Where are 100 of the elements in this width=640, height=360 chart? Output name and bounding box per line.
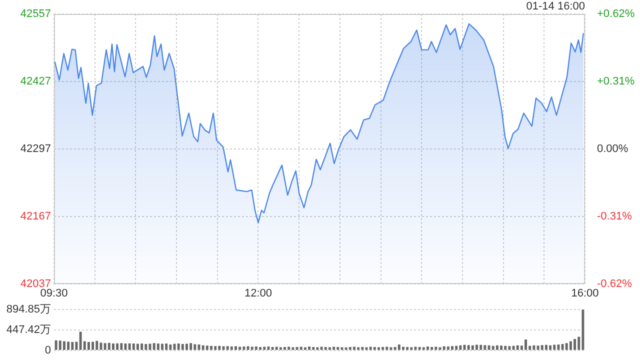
bar	[67, 342, 70, 350]
bar	[382, 346, 384, 350]
bar	[369, 346, 372, 350]
bar	[75, 342, 78, 350]
bar	[156, 344, 160, 350]
bar	[116, 343, 119, 350]
bar	[230, 346, 233, 350]
bar	[271, 346, 274, 350]
bar	[496, 345, 498, 350]
y2-tick-label: +0.62%	[597, 8, 635, 20]
bar	[500, 346, 502, 350]
bar	[194, 344, 196, 350]
bar	[177, 344, 180, 350]
bar	[438, 347, 442, 350]
bar	[352, 346, 356, 350]
bar	[504, 346, 507, 350]
bar	[71, 342, 74, 350]
bar	[536, 346, 540, 350]
bar	[516, 345, 519, 350]
y2-tick-label: -0.62%	[597, 278, 632, 290]
bar	[320, 346, 323, 350]
bar	[553, 344, 556, 350]
y-tick-label: 42037	[20, 278, 51, 290]
y2-tick-label: 0.00%	[597, 143, 628, 156]
bar	[344, 347, 348, 350]
bar	[152, 343, 156, 350]
bar	[442, 346, 446, 350]
bar	[308, 346, 311, 350]
bar	[144, 344, 148, 350]
bar	[332, 346, 336, 350]
y-tick-label: 42557	[20, 8, 51, 20]
bar	[398, 344, 400, 350]
bar	[508, 346, 511, 350]
x-tick-label: 16:00	[571, 288, 599, 300]
bar	[348, 346, 352, 350]
x-tick-label: 09:30	[40, 288, 68, 300]
bar	[328, 347, 331, 350]
bar	[206, 346, 208, 350]
y-tick-label: 447.42万	[6, 324, 51, 336]
bar	[422, 347, 425, 350]
bar	[242, 346, 246, 350]
bar	[263, 346, 266, 350]
bar	[140, 344, 144, 350]
bar	[62, 341, 66, 350]
y-tick-label: 42297	[20, 143, 51, 156]
bar	[574, 339, 576, 350]
bar	[312, 346, 315, 350]
bar	[557, 344, 560, 350]
bar	[569, 341, 572, 350]
bar	[361, 346, 364, 350]
bar	[292, 347, 294, 350]
bar	[451, 346, 454, 350]
bar	[165, 344, 168, 350]
bar	[254, 346, 258, 350]
bar	[120, 343, 123, 350]
bar	[373, 346, 376, 350]
bar	[549, 345, 552, 350]
bar	[561, 344, 564, 350]
bar	[226, 346, 229, 350]
bar	[467, 345, 470, 350]
bar	[58, 340, 62, 350]
bar	[476, 344, 478, 350]
bar	[210, 346, 212, 350]
bar	[418, 346, 421, 350]
bar	[288, 346, 290, 350]
y-tick-label: 0	[44, 344, 51, 356]
bar	[300, 346, 302, 350]
bar	[336, 346, 340, 350]
bar	[324, 346, 327, 350]
bar	[471, 345, 474, 350]
bar	[365, 347, 368, 350]
bar	[565, 343, 568, 350]
bar	[186, 344, 188, 350]
bar	[87, 342, 90, 350]
bar	[128, 343, 131, 350]
bar	[284, 346, 286, 350]
x-tick-label: 12:00	[244, 288, 272, 300]
bar	[340, 347, 344, 350]
bar	[402, 346, 404, 350]
bar	[132, 344, 135, 350]
bar	[480, 344, 482, 350]
bar	[532, 345, 536, 350]
bar	[410, 347, 413, 350]
bar	[275, 346, 278, 350]
bar	[234, 346, 237, 350]
bar	[394, 346, 396, 350]
bar	[484, 345, 486, 350]
y2-tick-label: -0.31%	[597, 210, 632, 223]
bar	[136, 344, 139, 350]
bar	[544, 344, 548, 350]
bar	[238, 346, 242, 350]
bar	[426, 346, 429, 350]
text: 01-14 16:00	[526, 0, 585, 13]
bar	[296, 346, 298, 350]
bar	[459, 345, 462, 350]
bar	[304, 347, 306, 350]
bar	[190, 343, 192, 350]
y-tick-label: 42167	[20, 210, 51, 223]
bar	[104, 343, 106, 350]
bar	[161, 344, 164, 350]
